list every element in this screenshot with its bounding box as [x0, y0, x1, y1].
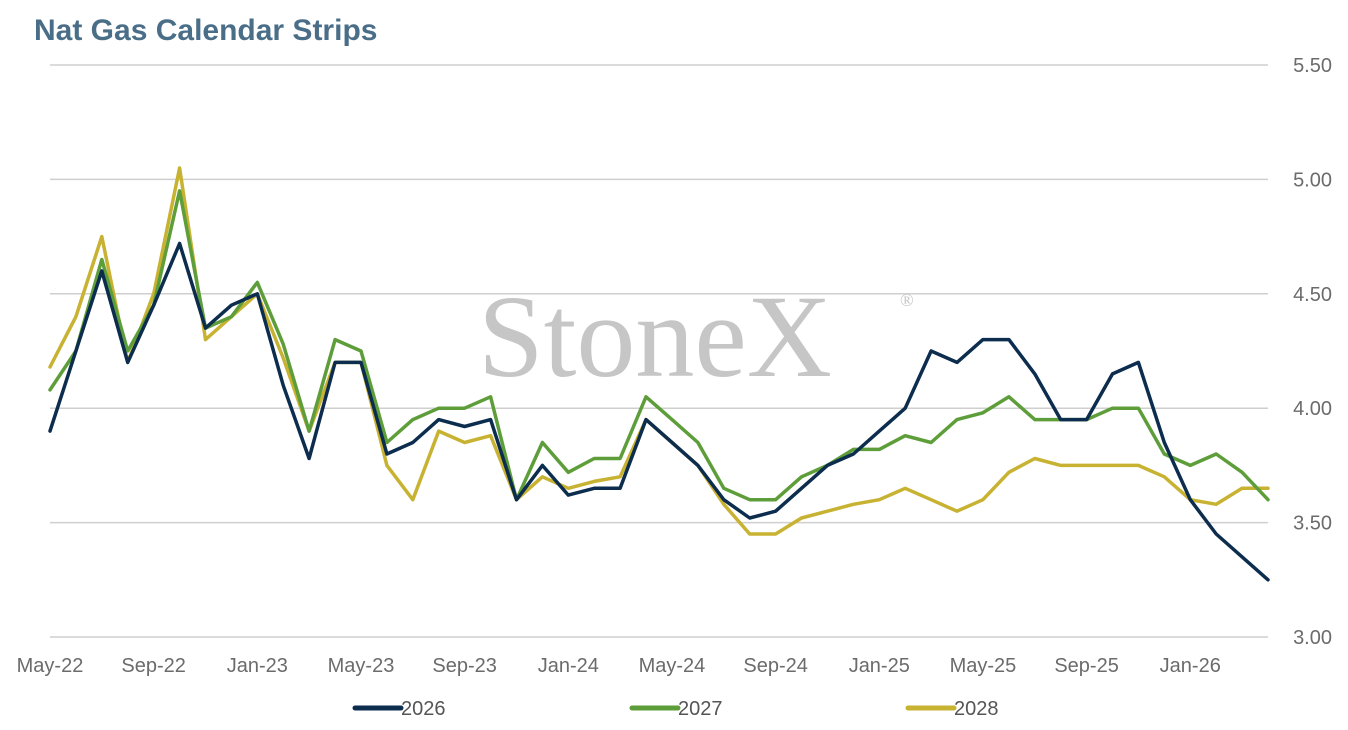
y-tick-label: 4.00	[1293, 398, 1332, 420]
y-tick-label: 5.00	[1293, 169, 1332, 191]
y-axis: 3.00 3.50 4.00 4.50 5.00 5.50	[1293, 55, 1332, 649]
y-tick-label: 3.50	[1293, 513, 1332, 535]
legend-label-2028: 2028	[954, 698, 999, 720]
chart-title: Nat Gas Calendar Strips	[34, 14, 378, 47]
x-tick-label: Jan-23	[227, 655, 288, 677]
legend: 2026 2027 2028	[352, 698, 999, 720]
x-tick-label: Sep-22	[121, 655, 186, 677]
y-tick-label: 3.00	[1293, 627, 1332, 649]
watermark-logo: StoneX	[478, 271, 832, 402]
legend-label-2027: 2027	[678, 698, 723, 720]
watermark-registered-mark: ®	[900, 290, 914, 310]
x-tick-label: Sep-23	[432, 655, 497, 677]
series-line-2026	[48, 241, 1270, 582]
x-tick-label: Jan-24	[538, 655, 599, 677]
x-tick-label: May-25	[950, 655, 1017, 677]
watermark: StoneX ®	[478, 271, 914, 402]
y-tick-label: 5.50	[1293, 55, 1332, 77]
series-lines	[48, 166, 1270, 582]
x-tick-label: May-22	[17, 655, 84, 677]
x-axis: May-22 Sep-22 Jan-23 May-23 Sep-23 Jan-24 May-…	[17, 655, 1221, 677]
x-tick-label: May-23	[328, 655, 395, 677]
y-tick-label: 4.50	[1293, 284, 1332, 306]
x-tick-label: May-24	[639, 655, 706, 677]
legend-label-2026: 2026	[401, 698, 446, 720]
x-tick-label: Jan-25	[849, 655, 910, 677]
x-tick-label: Sep-24	[743, 655, 808, 677]
x-tick-label: Sep-25	[1054, 655, 1119, 677]
x-tick-label: Jan-26	[1160, 655, 1221, 677]
